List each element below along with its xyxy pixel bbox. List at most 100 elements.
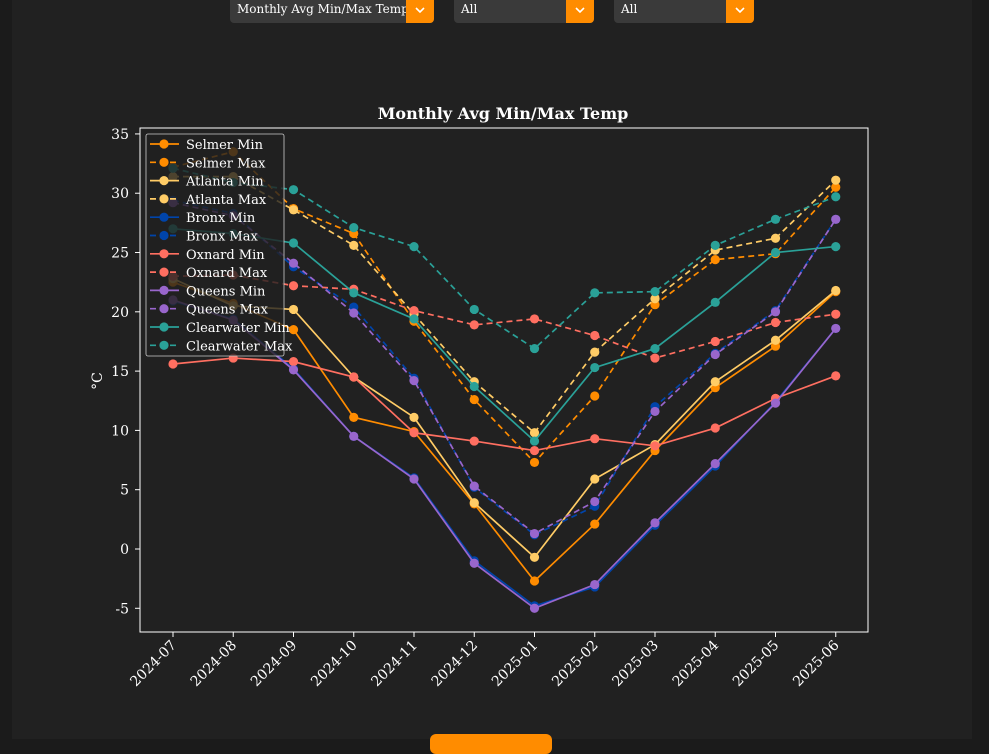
data-point [288, 185, 299, 195]
data-point [770, 398, 781, 408]
x-tick-label: 2025-05 [730, 638, 782, 690]
data-point [409, 241, 419, 252]
data-point [349, 372, 359, 382]
data-point [650, 343, 660, 354]
bottom-action-button[interactable] [430, 734, 552, 754]
x-tick-label: 2024-12 [429, 638, 481, 690]
legend-marker [159, 194, 169, 204]
legend-item: Atlanta Min [150, 175, 264, 190]
data-point [529, 445, 540, 456]
data-point [288, 205, 299, 215]
y-tick-label: 0 [120, 542, 129, 558]
data-point [770, 317, 781, 328]
chevron-down-icon[interactable] [566, 0, 594, 23]
legend-label: Selmer Max [186, 156, 266, 171]
data-point [650, 441, 660, 451]
location-dropdown[interactable]: All [454, 0, 594, 23]
y-axis-label: °C [90, 372, 106, 390]
y-tick-label: 15 [111, 364, 129, 380]
legend-item: Oxnard Max [150, 266, 268, 281]
data-point [710, 240, 720, 251]
legend-item: Selmer Max [150, 156, 266, 171]
legend-label: Oxnard Max [186, 266, 268, 281]
data-point [288, 325, 299, 335]
legend-item: Selmer Min [150, 138, 264, 153]
legend-marker [159, 176, 169, 186]
x-tick-label: 2025-06 [790, 637, 843, 690]
data-point [529, 603, 540, 613]
data-point [831, 371, 841, 381]
data-point [710, 377, 720, 387]
data-point [529, 552, 540, 562]
legend-label: Queens Max [186, 303, 269, 318]
data-point [710, 255, 720, 265]
x-tick-label: 2024-11 [368, 638, 420, 690]
data-point [770, 214, 781, 224]
data-point [590, 434, 600, 444]
data-point [710, 297, 720, 307]
legend-label: Atlanta Min [185, 175, 264, 190]
legend-marker [159, 157, 169, 167]
y-tick-label: 35 [111, 127, 129, 143]
location-dropdown-value: All [461, 2, 478, 16]
legend-marker [159, 267, 169, 277]
data-point [831, 285, 841, 296]
data-point [770, 233, 781, 243]
plot-frame [139, 127, 869, 633]
data-point [409, 375, 419, 386]
data-point [770, 307, 781, 317]
legend-marker [159, 322, 169, 332]
period-dropdown[interactable]: All [614, 0, 754, 23]
legend-marker [159, 304, 169, 314]
x-tick-label: 2024-10 [308, 638, 360, 690]
chevron-down-icon[interactable] [726, 0, 754, 23]
chart-title: Monthly Avg Min/Max Temp [378, 104, 629, 123]
data-point [770, 247, 781, 258]
y-tick-label: 30 [111, 186, 129, 202]
data-point [469, 498, 479, 508]
legend-box [145, 133, 285, 357]
data-point [409, 428, 419, 438]
legend-label: Bronx Min [186, 211, 256, 226]
series-line [172, 199, 837, 536]
data-point [349, 223, 359, 233]
data-point [349, 412, 359, 422]
legend-marker [159, 340, 169, 350]
data-point [590, 474, 600, 484]
data-point [529, 436, 540, 446]
legend-label: Clearwater Min [186, 321, 290, 336]
data-point [710, 423, 720, 433]
data-point [650, 353, 660, 363]
data-point [710, 336, 720, 347]
data-point [590, 330, 600, 341]
legend-item: Bronx Min [150, 211, 256, 226]
metric-dropdown[interactable]: Monthly Avg Min/Max Temp [230, 0, 434, 23]
data-point [469, 320, 479, 330]
data-point [469, 394, 479, 405]
legend-item: Queens Max [150, 303, 269, 318]
data-point [529, 314, 540, 324]
data-point [650, 406, 660, 417]
legend-marker [159, 212, 169, 222]
chevron-down-icon[interactable] [406, 0, 434, 23]
data-point [409, 412, 419, 422]
legend-marker [159, 285, 169, 295]
data-point [590, 347, 600, 357]
data-point [288, 304, 299, 315]
data-point [590, 579, 600, 590]
data-point [710, 349, 720, 360]
data-point [409, 306, 419, 316]
legend-label: Bronx Max [186, 230, 258, 245]
data-point [710, 459, 720, 469]
series-line [172, 357, 837, 452]
data-point [409, 474, 419, 484]
data-point [831, 192, 841, 202]
data-point [650, 287, 660, 297]
data-point [469, 436, 479, 446]
data-point [349, 240, 359, 251]
legend-item: Atlanta Max [150, 193, 267, 208]
data-point [529, 576, 540, 586]
data-point [529, 343, 540, 354]
x-tick-label: 2024-07 [127, 638, 179, 690]
